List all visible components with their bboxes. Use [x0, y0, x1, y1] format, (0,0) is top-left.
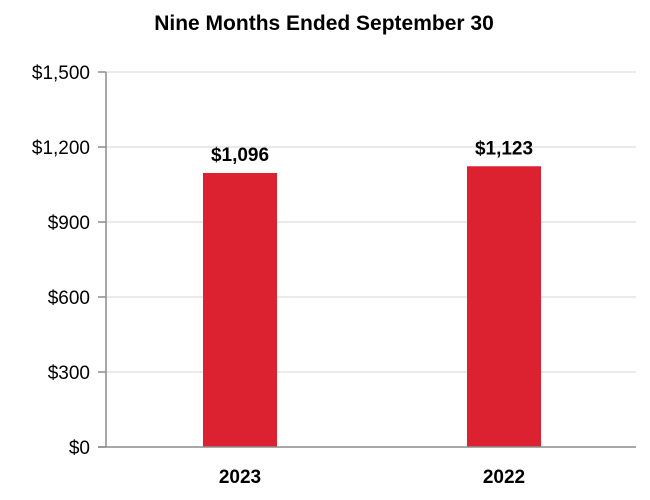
chart-title: Nine Months Ended September 30 [154, 12, 494, 35]
bar-2022 [467, 166, 541, 447]
y-tick-label: $900 [48, 213, 90, 234]
y-tick-label: $300 [48, 363, 90, 384]
y-tick-label: $600 [48, 288, 90, 309]
bars [203, 166, 541, 447]
grid-lines [106, 71, 636, 373]
data-label: $1,096 [211, 145, 269, 166]
x-tick-label: 2023 [219, 467, 261, 488]
y-tick-label: $0 [69, 438, 90, 459]
y-tick-label: $1,200 [32, 138, 90, 159]
x-tick-label: 2022 [483, 467, 525, 488]
y-tick-label: $1,500 [32, 63, 90, 84]
bar-2023 [203, 173, 277, 447]
labels: $0 $300 $600 $900 $1,200 $1,500 $1,096 2023 $1,1… [32, 63, 533, 488]
data-label: $1,123 [475, 138, 533, 159]
axes [98, 71, 636, 448]
